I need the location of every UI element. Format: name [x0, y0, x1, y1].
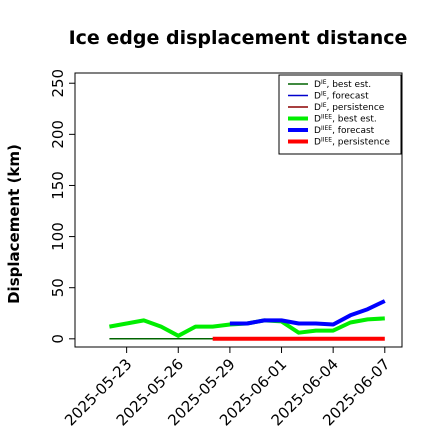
legend-entry-0: DIE, best est. — [314, 79, 371, 90]
series-layer — [109, 299, 386, 341]
y-tick-label: 200 — [49, 120, 67, 149]
y-tick-label: 50 — [49, 278, 67, 297]
chart-title: Ice edge displacement distance — [69, 27, 408, 49]
series-line-4 — [229, 299, 386, 327]
y-tick-label: 0 — [49, 334, 67, 344]
plot-frame — [74, 72, 403, 348]
y-tick-label: 250 — [49, 69, 67, 98]
legend-entry-4: DIIEE, forecast — [314, 125, 375, 136]
legend-entry-2: DIE, persistence — [314, 102, 385, 113]
legend-entry-3: DIIEE, best est. — [314, 114, 377, 125]
legend-entry-1: DIE, forecast — [314, 91, 369, 102]
y-axis-label: Displacement (km) — [5, 144, 23, 304]
y-tick-label: 100 — [49, 222, 67, 251]
x-axis: 2025-05-232025-05-262025-05-292025-06-01… — [61, 347, 394, 429]
legend-entry-5: DIIEE, persistence — [314, 137, 390, 148]
y-tick-label: 150 — [49, 171, 67, 200]
y-axis: 0 50 100 150 200 250 — [49, 69, 75, 344]
